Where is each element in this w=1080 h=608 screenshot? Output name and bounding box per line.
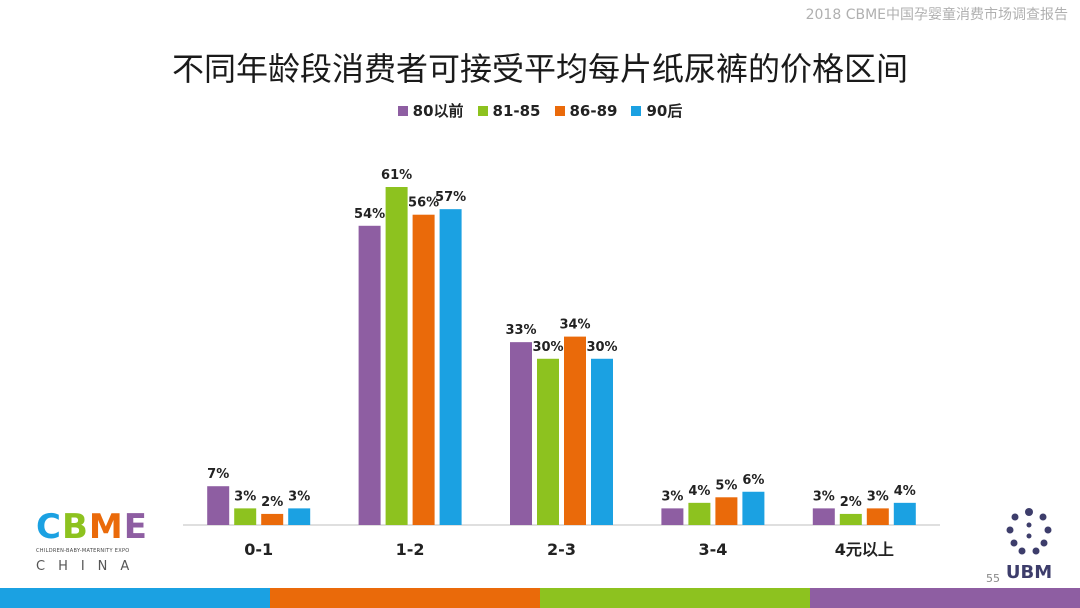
data-label: 34% bbox=[559, 318, 590, 333]
legend-label: 81-85 bbox=[492, 101, 541, 120]
x-tick-label: 1-2 bbox=[396, 540, 425, 559]
legend-item-80-before: 80以前 bbox=[397, 100, 464, 121]
ubm-logo: UBM bbox=[998, 506, 1060, 586]
legend-label: 86-89 bbox=[569, 101, 618, 120]
cbme-wordmark: CBME bbox=[36, 510, 166, 544]
data-label: 3% bbox=[813, 489, 835, 504]
footer-segment bbox=[540, 588, 810, 608]
data-label: 4% bbox=[688, 484, 710, 499]
legend-label: 80以前 bbox=[412, 102, 464, 120]
chart-legend: 80以前 81-85 86-89 90后 bbox=[0, 100, 1080, 121]
bar-3-4-80以前 bbox=[661, 508, 684, 525]
legend-swatch-purple bbox=[397, 105, 408, 116]
bar-4元以上-80以前 bbox=[812, 508, 835, 525]
legend-swatch-blue bbox=[631, 105, 642, 116]
cbme-letter-e: E bbox=[123, 507, 148, 547]
data-label: 54% bbox=[354, 207, 385, 222]
footer-segment bbox=[0, 588, 270, 608]
bar-3-4-81-85 bbox=[688, 502, 711, 525]
bar-2-3-80以前 bbox=[510, 342, 532, 525]
data-label: 2% bbox=[840, 495, 862, 510]
data-label: 6% bbox=[742, 473, 764, 488]
footer-segment bbox=[810, 588, 1080, 608]
data-label: 56% bbox=[408, 196, 439, 211]
data-label: 30% bbox=[586, 340, 617, 355]
data-label: 2% bbox=[261, 495, 283, 510]
cbme-letter-b: B bbox=[61, 507, 89, 547]
data-label: 5% bbox=[715, 478, 737, 493]
ubm-dots-icon bbox=[1006, 508, 1052, 555]
cbme-letter-m: M bbox=[88, 507, 124, 547]
bar-1-2-86-89 bbox=[412, 214, 435, 525]
data-label: 33% bbox=[505, 323, 536, 338]
bar-0-1-90后 bbox=[288, 508, 311, 525]
data-label: 7% bbox=[207, 467, 229, 482]
x-tick-label: 0-1 bbox=[244, 540, 273, 559]
legend-item-81-85: 81-85 bbox=[477, 100, 541, 121]
bar-0-1-81-85 bbox=[234, 508, 257, 525]
footer-color-bar bbox=[0, 588, 1080, 608]
page-number: 55 bbox=[986, 572, 1000, 585]
bar-3-4-86-89 bbox=[715, 497, 738, 525]
x-tick-label: 3-4 bbox=[698, 540, 727, 559]
legend-swatch-orange bbox=[554, 105, 565, 116]
x-tick-label: 4元以上 bbox=[835, 540, 894, 559]
bar-2-3-90后 bbox=[591, 358, 613, 525]
bar-0-1-86-89 bbox=[261, 513, 284, 525]
bar-0-1-80以前 bbox=[207, 486, 230, 525]
legend-item-86-89: 86-89 bbox=[554, 100, 618, 121]
footer-segment bbox=[270, 588, 540, 608]
data-label: 30% bbox=[532, 340, 563, 355]
bar-3-4-90后 bbox=[742, 491, 765, 525]
ubm-wordmark: UBM bbox=[1005, 562, 1053, 583]
bar-4元以上-86-89 bbox=[866, 508, 889, 525]
bar-4元以上-90后 bbox=[893, 502, 916, 525]
x-tick-label: 2-3 bbox=[547, 540, 576, 559]
bar-2-3-81-85 bbox=[537, 358, 559, 525]
bar-1-2-81-85 bbox=[385, 187, 408, 525]
legend-swatch-green bbox=[477, 105, 488, 116]
header-note: 2018 CBME中国孕婴童消费市场调查报告 bbox=[805, 7, 1068, 23]
data-label: 3% bbox=[234, 489, 256, 504]
legend-label: 90后 bbox=[646, 102, 683, 120]
data-label: 61% bbox=[381, 168, 412, 183]
data-label: 3% bbox=[867, 489, 889, 504]
data-label: 3% bbox=[661, 489, 683, 504]
cbme-letter-c: C bbox=[36, 507, 62, 547]
data-label: 3% bbox=[288, 489, 310, 504]
legend-item-90-after: 90后 bbox=[631, 100, 682, 121]
bar-2-3-86-89 bbox=[564, 336, 586, 525]
cbme-tagline: CHILDREN-BABY-MATERNITY EXPO bbox=[36, 548, 130, 554]
data-label: 57% bbox=[435, 190, 466, 205]
data-label: 4% bbox=[894, 484, 916, 499]
cbme-country: CHINA bbox=[36, 559, 143, 574]
bar-1-2-90后 bbox=[439, 209, 462, 525]
bar-1-2-80以前 bbox=[358, 225, 381, 526]
chart-title: 不同年龄段消费者可接受平均每片纸尿裤的价格区间 bbox=[171, 50, 908, 88]
cbme-logo: CBME CHILDREN-BABY-MATERNITY EXPO CHINA bbox=[36, 510, 166, 576]
bar-4元以上-81-85 bbox=[839, 513, 862, 525]
